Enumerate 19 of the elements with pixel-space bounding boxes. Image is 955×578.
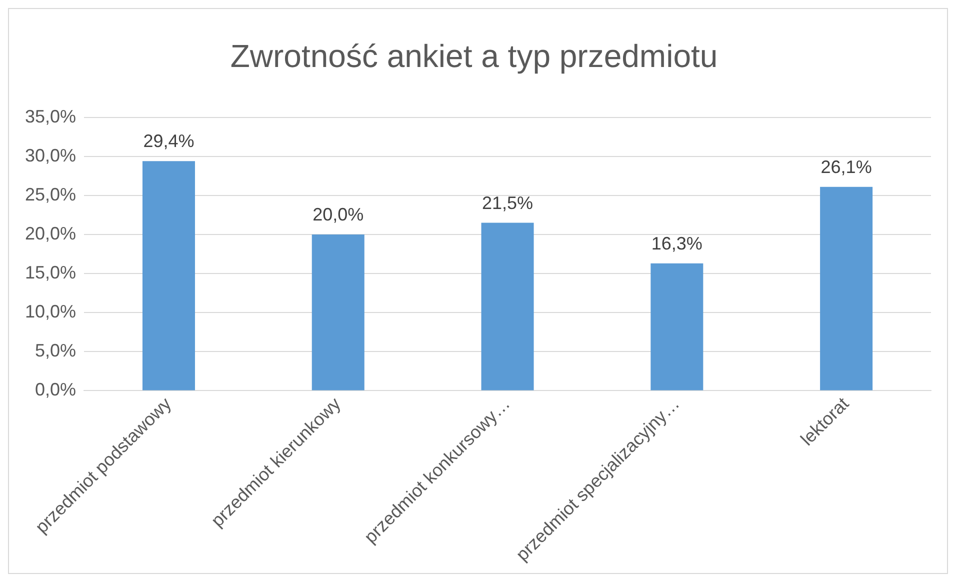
chart-title: Zwrotność ankiet a typ przedmiotu [230,38,718,74]
y-tick-label: 35,0% [24,106,76,126]
y-tick-label: 0,0% [35,380,76,400]
y-tick-label: 20,0% [24,223,76,244]
data-label: 26,1% [820,156,872,177]
y-tick-label: 5,0% [35,340,76,361]
bar [650,263,704,390]
y-tick-label: 10,0% [24,302,76,322]
bar [312,234,364,390]
y-tick-label: 25,0% [24,184,76,204]
data-label: 29,4% [143,131,194,152]
bar [820,186,873,390]
bar [142,161,195,390]
y-tick-label: 15,0% [24,262,76,283]
data-label: 16,3% [651,233,702,254]
data-label: 21,5% [482,192,534,213]
data-label: 20,0% [312,204,364,224]
y-tick-label: 30,0% [24,145,76,166]
bar [481,222,534,390]
